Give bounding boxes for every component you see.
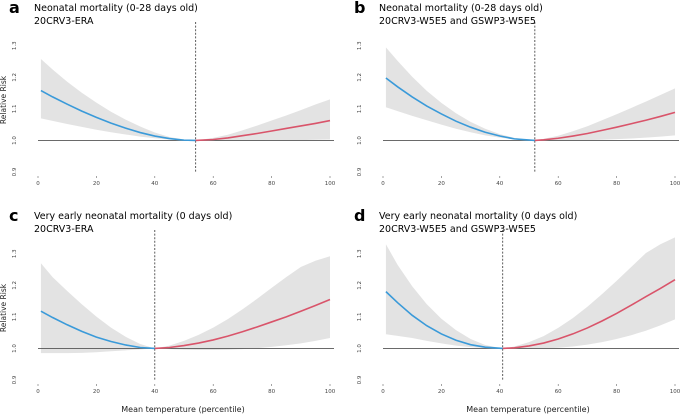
y-tick-label: 1.1 [357, 313, 363, 322]
y-tick-label: 0.9 [357, 167, 363, 176]
panel-subtitle: 20CRV3-ERA [34, 16, 94, 27]
panel-letter: c [9, 206, 18, 225]
x-tick-label: 60 [210, 181, 217, 187]
x-tick-label: 0 [36, 389, 40, 395]
x-tick-label: 100 [325, 181, 336, 187]
y-tick-label: 1.0 [12, 344, 18, 353]
panel-title: Very early neonatal mortality (0 days ol… [379, 211, 577, 222]
panel-b: b Neonatal mortality (0-28 days old) 20CRV… [354, 0, 681, 187]
x-tick-label: 40 [151, 181, 158, 187]
heat-risk-line [195, 119, 331, 142]
x-tick-label: 20 [438, 181, 445, 187]
panel-letter: b [354, 0, 365, 17]
y-tick-label: 1.3 [357, 41, 363, 50]
panel-subtitle: 20CRV3-W5E5 and GSWP3-W5E5 [379, 16, 536, 27]
confidence-band [40, 256, 331, 354]
x-axis-label: Mean temperature (percentile) [121, 405, 244, 414]
panel-title: Very early neonatal mortality (0 days ol… [34, 211, 232, 222]
y-tick-label: 1.3 [357, 249, 363, 258]
y-tick-label: 0.9 [12, 167, 18, 176]
panel-title: Neonatal mortality (0-28 days old) [34, 3, 198, 14]
y-axis-label: Relative Risk [0, 283, 8, 332]
x-tick-label: 100 [670, 181, 681, 187]
x-tick-label: 80 [613, 181, 620, 187]
heat-risk-line [502, 278, 676, 350]
x-tick-label: 20 [93, 389, 100, 395]
x-tick-label: 60 [210, 389, 217, 395]
heat-risk-line [534, 111, 676, 142]
y-tick-label: 1.0 [12, 136, 18, 145]
y-tick-label: 1.0 [357, 136, 363, 145]
y-tick-label: 1.0 [357, 344, 363, 353]
y-tick-label: 1.1 [12, 313, 18, 322]
x-tick-label: 40 [496, 181, 503, 187]
y-tick-label: 0.9 [357, 375, 363, 384]
y-tick-label: 1.1 [357, 105, 363, 114]
panel-d: d Very early neonatal mortality (0 days o… [354, 206, 681, 414]
x-tick-label: 60 [555, 181, 562, 187]
x-tick-label: 100 [670, 389, 681, 395]
y-tick-label: 1.3 [12, 41, 18, 50]
x-tick-label: 20 [93, 181, 100, 187]
x-tick-label: 20 [438, 389, 445, 395]
panel-letter: a [9, 0, 20, 17]
x-tick-label: 0 [36, 181, 40, 187]
cold-risk-line [40, 310, 155, 350]
panel-a: a Neonatal mortality (0-28 days old) 20CRV… [0, 0, 336, 187]
x-tick-label: 60 [555, 389, 562, 395]
panel-c: c Very early neonatal mortality (0 days o… [0, 206, 336, 414]
x-tick-label: 40 [151, 389, 158, 395]
panel-subtitle: 20CRV3-ERA [34, 224, 94, 235]
y-tick-label: 1.2 [357, 73, 363, 82]
x-tick-label: 80 [613, 389, 620, 395]
y-tick-label: 1.3 [12, 249, 18, 258]
y-tick-label: 1.1 [12, 105, 18, 114]
x-tick-label: 100 [325, 389, 336, 395]
x-tick-label: 0 [381, 181, 385, 187]
y-tick-label: 0.9 [12, 375, 18, 384]
heat-risk-line [154, 298, 331, 350]
confidence-band [385, 237, 675, 349]
x-tick-label: 80 [268, 389, 275, 395]
cold-risk-line [385, 291, 503, 350]
cold-risk-line [385, 77, 535, 142]
y-tick-label: 1.2 [12, 281, 18, 290]
y-tick-label: 1.2 [357, 281, 363, 290]
confidence-band [40, 59, 331, 141]
x-tick-label: 0 [381, 389, 385, 395]
y-tick-label: 1.2 [12, 73, 18, 82]
x-tick-label: 40 [496, 389, 503, 395]
cold-risk-line [40, 89, 196, 142]
panel-subtitle: 20CRV3-W5E5 and GSWP3-W5E5 [379, 224, 536, 235]
x-axis-label: Mean temperature (percentile) [466, 405, 589, 414]
confidence-band [385, 47, 675, 141]
x-tick-label: 80 [268, 181, 275, 187]
y-axis-label: Relative Risk [0, 75, 8, 124]
panel-title: Neonatal mortality (0-28 days old) [379, 3, 543, 14]
panel-letter: d [354, 206, 365, 225]
